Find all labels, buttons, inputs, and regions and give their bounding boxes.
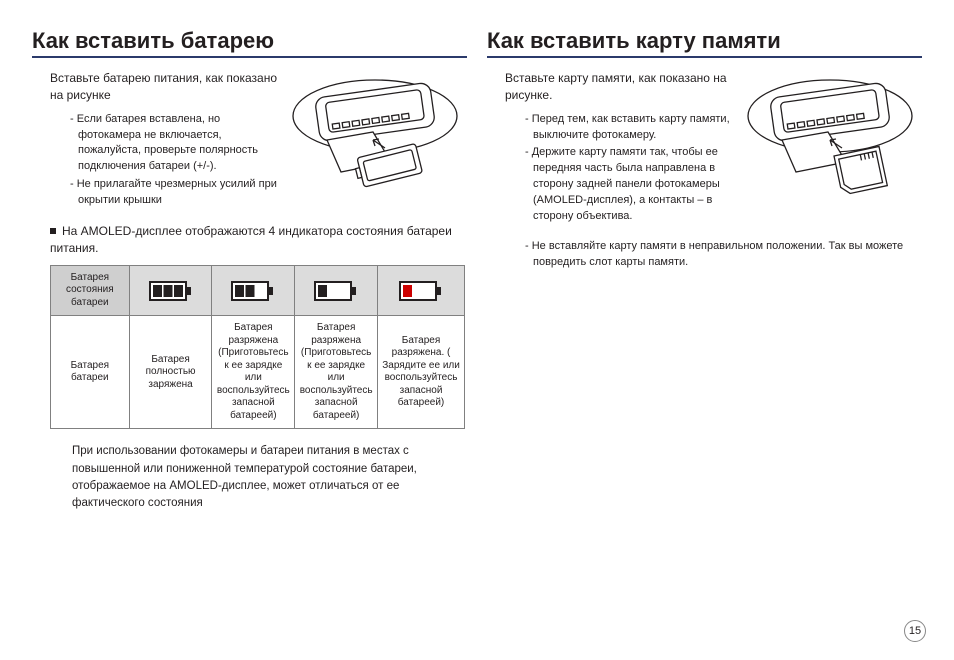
intro-battery: Вставьте батарею питания, как показано н… — [50, 70, 279, 104]
amoled-note: На AMOLED-дисплее отображаются 4 индикат… — [50, 223, 467, 257]
cell-full: Батарея полностью заряжена — [129, 316, 212, 429]
camera-memorycard-illustration — [742, 70, 922, 200]
cell-low1: Батарея разряжена (Приготовьтесь к ее за… — [295, 316, 378, 429]
mc-note-1: Перед тем, как вставить карту памяти, вы… — [525, 112, 734, 144]
memorycard-notes: Перед тем, как вставить карту памяти, вы… — [525, 112, 734, 226]
th-row1: Батарея состояния батареи — [51, 265, 130, 316]
battery-status-table: Батарея состояния батареи Батарея батаре… — [50, 265, 465, 430]
batt-icon-full — [129, 265, 212, 316]
right-column: Как вставить карту памяти Вставьте карту… — [487, 28, 922, 512]
mc-note-2: Держите карту памяти так, чтобы ее перед… — [525, 145, 734, 225]
page-number: 15 — [904, 620, 926, 642]
intro-memorycard: Вставьте карту памяти, как показано на р… — [505, 70, 734, 104]
mc-note-3: Не вставляйте карту памяти в неправильно… — [525, 239, 922, 271]
cell-empty: Батарея разряжена. ( Зарядите ее или вос… — [378, 316, 465, 429]
bullet-square-icon — [50, 228, 56, 234]
th-row2: Батарея батареи — [51, 316, 130, 429]
batt-icon-0 — [378, 265, 465, 316]
camera-battery-illustration — [287, 70, 467, 200]
left-column: Как вставить батарею Вставьте батарею пи… — [32, 28, 467, 512]
battery-notes: Если батарея вставлена, но фотокамера не… — [70, 112, 279, 210]
heading-battery: Как вставить батарею — [32, 28, 467, 58]
battery-note-1: Если батарея вставлена, но фотокамера не… — [70, 112, 279, 176]
battery-note-2: Не прилагайте чрезмерных усилий при окры… — [70, 177, 279, 209]
heading-memorycard: Как вставить карту памяти — [487, 28, 922, 58]
batt-icon-1 — [295, 265, 378, 316]
batt-icon-2 — [212, 265, 295, 316]
cell-low2: Батарея разряжена (Приготовьтесь к ее за… — [212, 316, 295, 429]
footer-note: При использовании фотокамеры и батареи п… — [72, 443, 462, 512]
